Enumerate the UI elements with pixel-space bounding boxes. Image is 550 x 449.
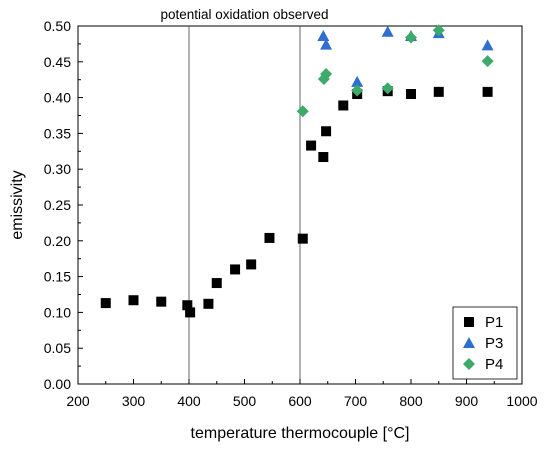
oxidation-annotation: potential oxidation observed: [160, 7, 328, 22]
x-tick-label: 700: [344, 393, 368, 409]
x-tick-label: 300: [122, 393, 146, 409]
y-tick-label: 0.10: [44, 304, 71, 320]
data-point-p1: [297, 233, 308, 244]
data-point-p4: [405, 31, 417, 44]
data-point-p1: [321, 126, 332, 137]
data-point-p4: [351, 84, 364, 97]
y-tick-label: 0.05: [44, 340, 71, 356]
legend-label-p3: P3: [485, 335, 503, 352]
x-tick-label: 900: [455, 393, 479, 409]
data-point-p3: [481, 39, 494, 51]
data-point-p1: [338, 100, 349, 111]
y-tick-label: 0.50: [44, 18, 71, 34]
data-point-p4: [432, 24, 445, 37]
legend-box: [452, 306, 518, 380]
data-point-p1: [246, 259, 257, 270]
series-p3: [317, 25, 494, 87]
y-tick-label: 0.15: [44, 269, 71, 285]
x-tick-label: 400: [177, 393, 201, 409]
data-point-p1: [264, 232, 275, 243]
series-p1: [100, 86, 493, 318]
legend-marker-p3: [463, 337, 475, 348]
legend-marker-p4: [463, 358, 475, 370]
data-point-p1: [203, 298, 214, 309]
y-tick-label: 0.45: [44, 54, 71, 70]
x-tick-label: 600: [288, 393, 312, 409]
data-point-p1: [318, 152, 329, 163]
y-axis-title: emissivity: [9, 170, 26, 239]
data-point-p1: [482, 86, 493, 97]
data-point-p1: [211, 278, 222, 289]
vertical-reference-lines: [188, 26, 301, 384]
x-axis-title: temperature thermocouple [°C]: [191, 425, 410, 442]
data-point-p4: [296, 105, 309, 118]
y-tick-label: 0.20: [44, 233, 71, 249]
series-p4: [296, 24, 494, 118]
data-point-p1: [182, 300, 193, 311]
y-tick-label: 0.00: [44, 376, 71, 392]
data-point-p1: [306, 140, 317, 151]
data-point-p4: [381, 82, 394, 95]
data-point-p4: [320, 67, 333, 80]
x-tick-label: 500: [233, 393, 257, 409]
legend-label-p4: P4: [485, 356, 503, 373]
data-point-p1: [185, 307, 196, 318]
data-point-p1: [100, 298, 111, 309]
x-axis-ticks: 200 300 400 500 600 700 800 900 1000: [66, 379, 538, 409]
x-tick-label: 1000: [506, 393, 537, 409]
y-tick-label: 0.35: [44, 125, 71, 141]
data-point-p1: [230, 264, 241, 275]
data-point-p4: [481, 55, 494, 68]
data-point-p3: [381, 25, 394, 37]
y-tick-label: 0.25: [44, 197, 71, 213]
legend: P1 P3 P4: [452, 306, 518, 380]
legend-label-p1: P1: [485, 314, 503, 331]
data-point-p1: [406, 89, 416, 100]
y-tick-label: 0.30: [44, 161, 71, 177]
y-tick-label: 0.40: [44, 90, 71, 106]
data-point-p3: [317, 30, 330, 42]
y-axis-ticks: 0.00 0.05 0.10 0.15 0.20 0.25 0.30 0.35 0.40 0.45…: [44, 18, 83, 392]
data-point-p3: [320, 38, 333, 50]
data-point-p1: [156, 296, 167, 307]
data-point-p1: [433, 86, 444, 97]
x-tick-label: 800: [399, 393, 423, 409]
data-points: [100, 24, 494, 318]
x-tick-label: 200: [66, 393, 90, 409]
legend-marker-p1: [464, 317, 474, 327]
data-point-p3: [351, 75, 364, 87]
data-point-p1: [128, 295, 139, 306]
